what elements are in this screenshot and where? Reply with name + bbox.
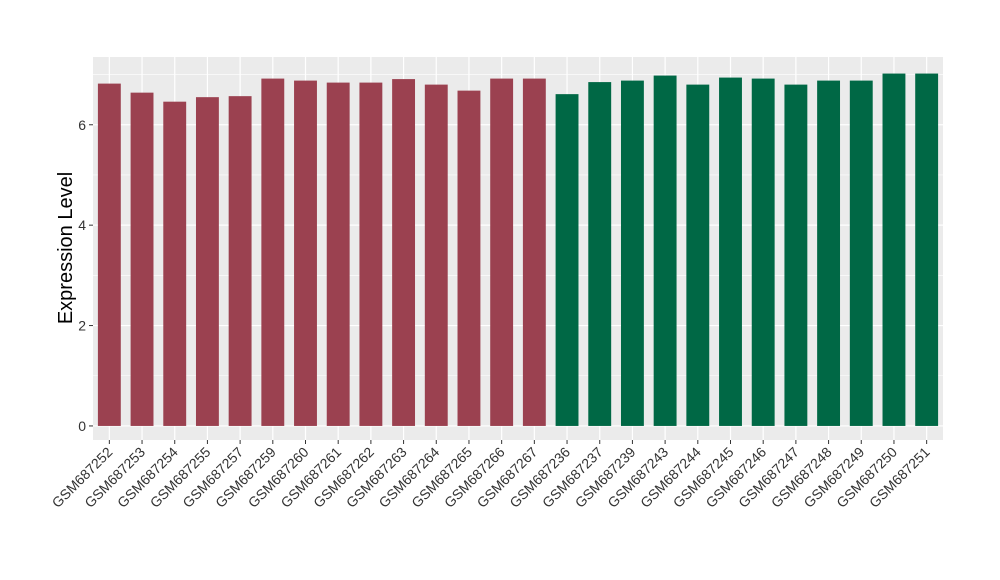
bar-GSM687266 xyxy=(490,78,514,426)
bar-GSM687257 xyxy=(228,96,252,426)
bars xyxy=(97,73,939,426)
bar-GSM687252 xyxy=(97,83,121,426)
bar-GSM687244 xyxy=(686,84,710,426)
bar-GSM687247 xyxy=(784,84,808,426)
y-tick-label: 0 xyxy=(78,418,86,434)
bar-GSM687265 xyxy=(457,90,481,426)
bar-GSM687246 xyxy=(751,78,775,426)
bar-GSM687251 xyxy=(915,73,939,426)
bar-GSM687255 xyxy=(195,97,219,426)
bar-GSM687243 xyxy=(653,75,677,426)
bar-GSM687236 xyxy=(555,94,579,426)
bar-GSM687253 xyxy=(130,92,154,426)
y-tick-label: 2 xyxy=(78,318,86,334)
bar-GSM687262 xyxy=(359,82,383,426)
bar-GSM687261 xyxy=(326,82,350,426)
bar-GSM687267 xyxy=(522,78,546,426)
x-axis: GSM687252GSM687253GSM687254GSM687255GSM6… xyxy=(49,440,933,511)
bar-GSM687250 xyxy=(882,73,906,426)
bar-GSM687260 xyxy=(294,80,317,426)
bar-GSM687259 xyxy=(261,78,285,426)
y-tick-label: 6 xyxy=(78,117,86,133)
y-tick-label: 4 xyxy=(78,217,86,233)
bar-GSM687249 xyxy=(849,80,873,426)
y-axis-title: Expression Level xyxy=(55,172,77,324)
bar-GSM687254 xyxy=(163,101,187,426)
bar-GSM687237 xyxy=(588,82,612,426)
bar-GSM687245 xyxy=(719,77,742,426)
bar-GSM687248 xyxy=(817,80,841,426)
bar-GSM687263 xyxy=(392,79,416,426)
plot-panel xyxy=(93,57,943,440)
y-axis: 0 2 4 6 xyxy=(78,117,93,434)
bar-GSM687239 xyxy=(620,80,644,426)
bar-GSM687264 xyxy=(424,84,448,426)
